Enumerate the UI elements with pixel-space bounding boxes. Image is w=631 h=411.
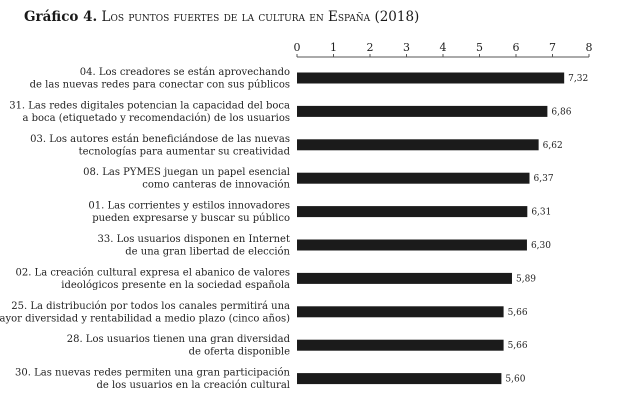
category-label-line: 33. Los usuarios disponen en Internet xyxy=(98,234,291,245)
bar-value-label: 5,60 xyxy=(505,375,525,385)
bar-value-label: 7,32 xyxy=(568,74,588,84)
bar xyxy=(297,273,512,284)
category-label-line: ideológicos presente en la sociedad espa… xyxy=(61,280,290,291)
category-label-line: tecnologías para aumentar su creatividad xyxy=(79,146,291,157)
category-label: 08. Las PYMES juegan un papel esencial co… xyxy=(83,167,290,191)
category-label: 28. Los usuarios tienen una gran diversi… xyxy=(67,334,291,358)
category-label-line: 30. Las nuevas redes permiten una gran p… xyxy=(15,368,291,379)
category-label: 04. Los creadores se están aprovechando d… xyxy=(30,67,290,91)
bar xyxy=(297,340,504,351)
category-label: 33. Los usuarios disponen en Internet de … xyxy=(98,234,291,258)
bar xyxy=(297,106,547,117)
category-label-line: 01. Las corrientes y estilos innovadores xyxy=(88,201,290,212)
category-label-line: 31. Las redes digitales potencian la cap… xyxy=(9,100,290,111)
x-tick-label: 0 xyxy=(294,41,301,54)
category-label-line: de las nuevas redes para conectar con su… xyxy=(30,80,290,91)
bar-value-label: 5,66 xyxy=(508,341,528,351)
x-tick-label: 6 xyxy=(513,41,520,54)
bar-value-label: 6,30 xyxy=(531,241,551,251)
category-label: 30. Las nuevas redes permiten una gran p… xyxy=(15,368,291,392)
category-label-line: de oferta disponible xyxy=(189,347,290,358)
x-tick-label: 1 xyxy=(330,41,337,54)
x-tick-label: 4 xyxy=(440,41,447,54)
category-label-line: de una gran libertad de elección xyxy=(125,247,290,258)
x-tick-label: 3 xyxy=(403,41,410,54)
bar-value-label: 6,62 xyxy=(543,141,563,151)
category-label: 02. La creación cultural expresa el aban… xyxy=(15,267,290,291)
category-label: 01. Las corrientes y estilos innovadores… xyxy=(88,201,290,225)
category-label-line: 25. La distribución por todos los canale… xyxy=(11,301,290,312)
x-axis: 0 1 2 3 4 5 6 7 8 xyxy=(294,41,593,57)
x-tick-label: 7 xyxy=(549,41,556,54)
bars: 7,32 6,86 6,62 6,37 6,31 6,30 5,89 5,66 5,66 5,60 xyxy=(297,73,588,385)
category-label-line: 02. La creación cultural expresa el aban… xyxy=(15,267,290,278)
category-label: 25. La distribución por todos los canale… xyxy=(0,301,290,325)
category-label-line: mayor diversidad y rentabilidad a medio … xyxy=(0,313,290,324)
category-label: 31. Las redes digitales potencian la cap… xyxy=(9,100,290,124)
category-labels: 04. Los creadores se están aprovechando d… xyxy=(0,67,291,391)
bar xyxy=(297,240,527,251)
bar xyxy=(297,173,530,184)
category-label-line: 04. Los creadores se están aprovechando xyxy=(80,67,290,78)
x-tick-label: 8 xyxy=(586,41,593,54)
x-tick-label: 2 xyxy=(367,41,374,54)
bar xyxy=(297,306,504,317)
bar-value-label: 5,66 xyxy=(508,308,528,318)
bar xyxy=(297,373,501,384)
category-label-line: 08. Las PYMES juegan un papel esencial xyxy=(83,167,290,178)
bar-value-label: 5,89 xyxy=(516,274,536,284)
bar xyxy=(297,139,539,150)
category-label-line: 03. Los autores están beneficiándose de … xyxy=(30,134,290,145)
category-label-line: pueden expresarse y buscar su público xyxy=(92,213,290,224)
category-label-line: como canteras de innovación xyxy=(142,180,290,191)
category-label-line: a boca (etiquetado y recomendación) de l… xyxy=(22,113,290,124)
bar-value-label: 6,86 xyxy=(551,107,571,117)
bar-value-label: 6,37 xyxy=(534,174,554,184)
category-label-line: 28. Los usuarios tienen una gran diversi… xyxy=(67,334,291,345)
x-tick-label: 5 xyxy=(476,41,483,54)
category-label: 03. Los autores están beneficiándose de … xyxy=(30,134,290,158)
bar xyxy=(297,73,564,84)
bar xyxy=(297,206,527,217)
bar-value-label: 6,31 xyxy=(531,208,551,218)
category-label-line: de los usuarios en la creación cultural xyxy=(96,380,290,391)
